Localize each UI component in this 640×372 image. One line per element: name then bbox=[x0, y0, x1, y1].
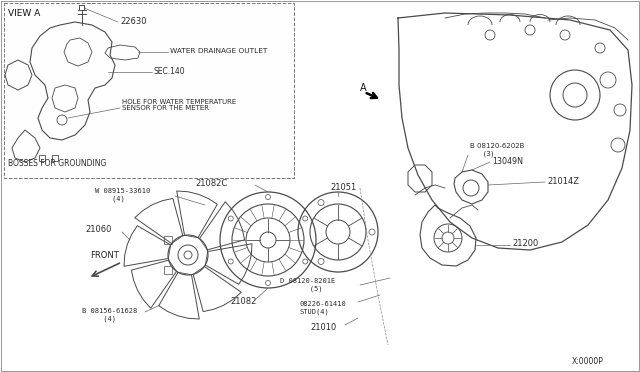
Text: 08226-61410
STUD(4): 08226-61410 STUD(4) bbox=[300, 301, 347, 315]
Text: 21014Z: 21014Z bbox=[547, 176, 579, 186]
Bar bbox=[164, 266, 172, 274]
Text: X:0000P: X:0000P bbox=[572, 357, 604, 366]
Bar bbox=[52, 155, 58, 161]
Text: HOLE FOR WATER TEMPERATURE
SENSOR FOR THE METER: HOLE FOR WATER TEMPERATURE SENSOR FOR TH… bbox=[122, 99, 236, 112]
Text: B 08156-61628
     (4): B 08156-61628 (4) bbox=[82, 308, 137, 322]
Text: 21010: 21010 bbox=[310, 324, 336, 333]
Text: B 08120-6202B
      (3): B 08120-6202B (3) bbox=[470, 143, 524, 157]
Text: 13049N: 13049N bbox=[492, 157, 523, 166]
Text: WATER DRAINAGE OUTLET: WATER DRAINAGE OUTLET bbox=[170, 48, 268, 54]
Text: D 08120-8201E
       (5): D 08120-8201E (5) bbox=[280, 278, 335, 292]
Text: 21200: 21200 bbox=[512, 240, 538, 248]
Text: 21082: 21082 bbox=[230, 298, 257, 307]
Text: BOSSES FOR GROUNDING: BOSSES FOR GROUNDING bbox=[8, 158, 106, 167]
Text: VIEW A: VIEW A bbox=[8, 9, 40, 17]
Text: 21051: 21051 bbox=[330, 183, 356, 192]
Text: FRONT: FRONT bbox=[90, 250, 119, 260]
Text: 21082C: 21082C bbox=[195, 179, 227, 187]
Bar bbox=[4, 3, 294, 178]
Bar bbox=[164, 236, 172, 244]
Bar bbox=[39, 155, 45, 161]
Text: 21060: 21060 bbox=[85, 225, 111, 234]
Text: A: A bbox=[360, 83, 367, 93]
Text: SEC.140: SEC.140 bbox=[154, 67, 186, 76]
Text: 22630: 22630 bbox=[120, 16, 147, 26]
Text: W 08915-33610
    (4): W 08915-33610 (4) bbox=[95, 188, 150, 202]
